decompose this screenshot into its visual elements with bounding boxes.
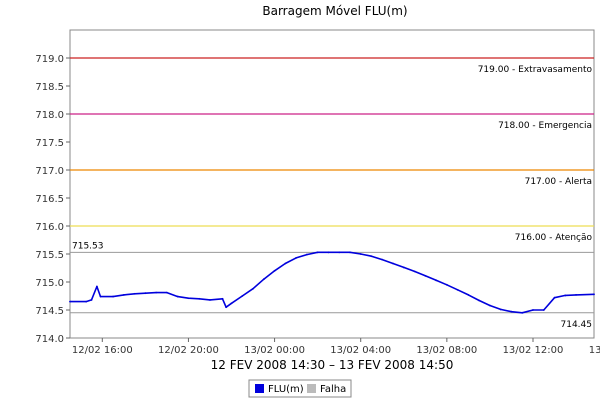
data-point <box>467 293 470 296</box>
data-point <box>424 274 427 277</box>
x-tick-label: 13/02 08:00 <box>416 345 477 356</box>
y-tick-label: 716.0 <box>35 222 64 233</box>
data-point <box>221 297 224 300</box>
y-tick-label: 718.5 <box>35 82 64 93</box>
legend: FLU(m) Falha <box>248 379 352 398</box>
data-point <box>133 292 136 295</box>
data-point <box>359 253 362 255</box>
data-point <box>532 309 534 311</box>
data-point <box>155 291 158 294</box>
data-point <box>144 292 147 295</box>
legend-swatch-falha <box>307 384 316 393</box>
data-point <box>295 257 298 259</box>
y-tick-label: 715.5 <box>35 250 64 261</box>
data-point <box>499 308 502 311</box>
data-point <box>230 302 233 305</box>
y-tick-label: 718.0 <box>35 110 64 121</box>
data-point <box>252 287 254 290</box>
y-tick-label: 715.0 <box>35 278 64 289</box>
legend-box <box>248 379 352 398</box>
y-tick-label: 717.0 <box>35 166 64 177</box>
data-point <box>316 251 319 254</box>
threshold-lines: 719.00 - Extravasamento 718.00 - Emergenc… <box>70 57 594 243</box>
data-point <box>521 311 524 314</box>
data-point <box>90 299 93 301</box>
data-point <box>176 295 179 298</box>
data-point <box>327 251 330 254</box>
y-tick-label: 717.5 <box>35 138 64 149</box>
data-point <box>564 294 567 297</box>
threshold-label: 717.00 - Alerta <box>525 177 592 187</box>
x-tick-label: 13/02 00:00 <box>244 345 305 356</box>
data-point <box>122 293 125 296</box>
data-point <box>402 266 405 269</box>
y-axis: 714.0 714.5 715.0 715.5 716.0 716.5 717.0 717.5… <box>35 54 70 345</box>
data-point <box>489 304 491 307</box>
data-point <box>445 283 448 286</box>
data-point <box>198 297 201 300</box>
x-axis: 12/02 16:00 12/02 20:00 13/02 00:00 13/02 0… <box>72 338 600 356</box>
series-layer <box>69 251 595 314</box>
x-axis-label: 12 FEV 2008 14:30 – 13 FEV 2008 14:50 <box>211 358 454 372</box>
data-point <box>85 300 88 303</box>
threshold-label: 718.00 - Emergencia <box>498 121 592 131</box>
data-point <box>305 253 308 256</box>
plot-area <box>69 29 595 339</box>
data-point <box>370 255 373 258</box>
threshold-label: 719.00 - Extravasamento <box>478 65 593 75</box>
data-point <box>187 297 190 300</box>
max-line-label: 715.53 <box>72 241 104 251</box>
x-tick-label: 13/02 16:00 <box>589 345 600 356</box>
data-point <box>392 262 394 265</box>
data-point <box>112 295 114 298</box>
data-point <box>166 291 168 294</box>
data-point <box>284 262 287 265</box>
data-point <box>575 293 577 296</box>
chart-title: Barragem Móvel FLU(m) <box>262 4 407 18</box>
data-point <box>241 295 244 297</box>
data-point <box>338 251 341 254</box>
y-tick-label: 714.5 <box>35 306 64 317</box>
y-tick-label: 716.5 <box>35 194 64 205</box>
x-tick-label: 13/02 12:00 <box>503 345 564 356</box>
data-point <box>478 299 481 302</box>
data-point <box>381 258 384 261</box>
data-point <box>69 300 71 303</box>
data-point <box>542 309 545 311</box>
data-point <box>456 288 459 291</box>
legend-label-flu: FLU(m) <box>268 384 304 395</box>
legend-swatch-flu <box>255 384 264 393</box>
data-point <box>96 285 98 288</box>
data-point <box>553 296 556 299</box>
data-point <box>435 279 437 282</box>
data-point <box>413 270 416 273</box>
y-tick-label: 719.0 <box>35 54 64 65</box>
threshold-label: 716.00 - Atenção <box>515 233 593 243</box>
data-point <box>349 251 351 254</box>
legend-label-falha: Falha <box>320 384 346 395</box>
x-tick-label: 13/02 04:00 <box>330 345 391 356</box>
data-point <box>273 269 276 272</box>
y-tick-label: 714.0 <box>35 334 64 345</box>
x-tick-label: 12/02 20:00 <box>158 345 219 356</box>
x-tick-label: 12/02 16:00 <box>72 345 133 356</box>
data-point <box>510 310 513 313</box>
data-point <box>262 278 265 281</box>
data-point <box>209 299 211 301</box>
data-point <box>225 306 228 309</box>
min-line-label: 714.45 <box>561 320 593 330</box>
data-point <box>99 295 102 298</box>
data-point <box>593 293 595 296</box>
